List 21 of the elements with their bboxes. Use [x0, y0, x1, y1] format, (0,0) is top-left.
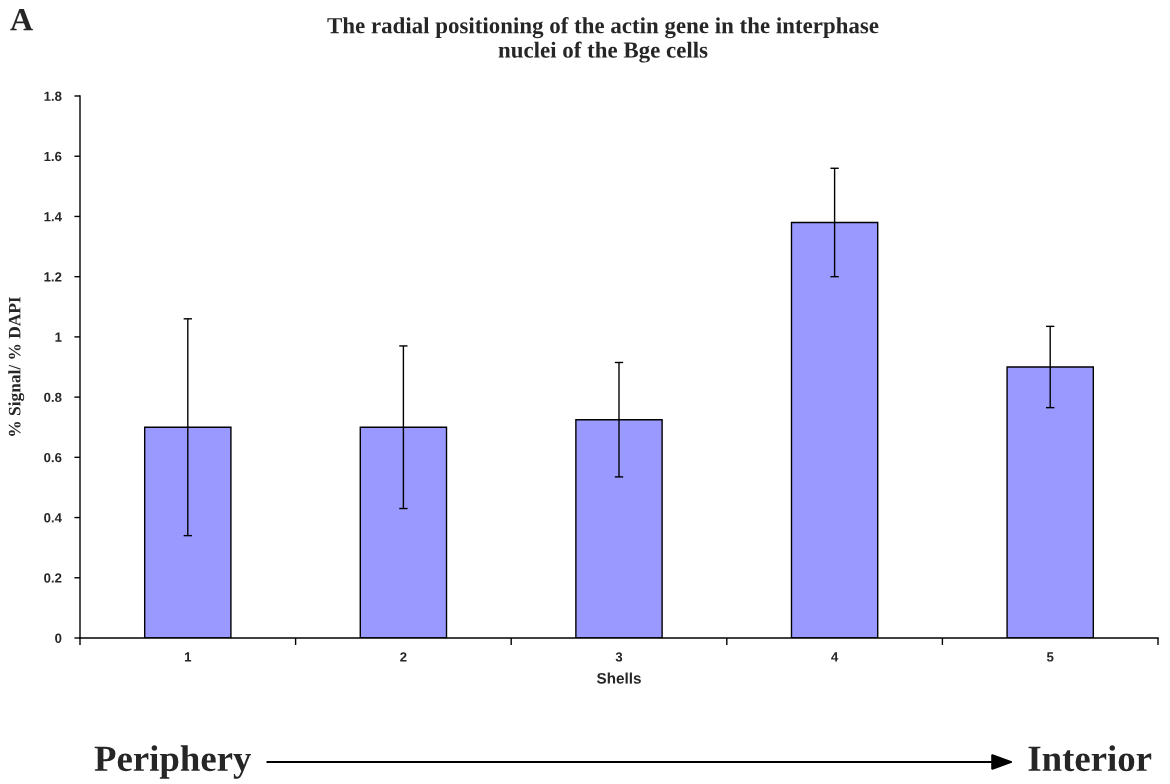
y-tick-label: 1.8 — [44, 91, 62, 101]
y-tick-label: 1.4 — [44, 212, 62, 222]
x-tick-label: 4 — [831, 652, 839, 662]
text: Interior — [1028, 745, 1152, 772]
x-tick-label: 3 — [615, 652, 623, 662]
x-axis-title: Shells — [596, 672, 641, 684]
y-tick-label: 0 — [55, 633, 62, 643]
x-tick-label: 5 — [1046, 652, 1054, 662]
y-tick-label: 0.2 — [44, 573, 62, 583]
y-tick-label: 1.6 — [44, 151, 62, 162]
y-tick-label: 0.8 — [44, 392, 62, 403]
text: Periphery — [94, 745, 252, 779]
y-tick-label: 1 — [55, 332, 62, 342]
x-tick-label: 2 — [400, 652, 407, 662]
y-tick-label: 1.2 — [44, 272, 62, 282]
x-tick-label: 1 — [184, 652, 192, 662]
y-axis-title: % Signal/ % DAPI — [8, 296, 25, 436]
text: A — [10, 9, 33, 31]
chart-title: The radial positioning of the actin gene in the interphase nuclei of the Bge cells — [327, 17, 879, 63]
y-tick-label: 0.6 — [44, 452, 62, 463]
y-tick-label: 0.4 — [44, 513, 62, 523]
